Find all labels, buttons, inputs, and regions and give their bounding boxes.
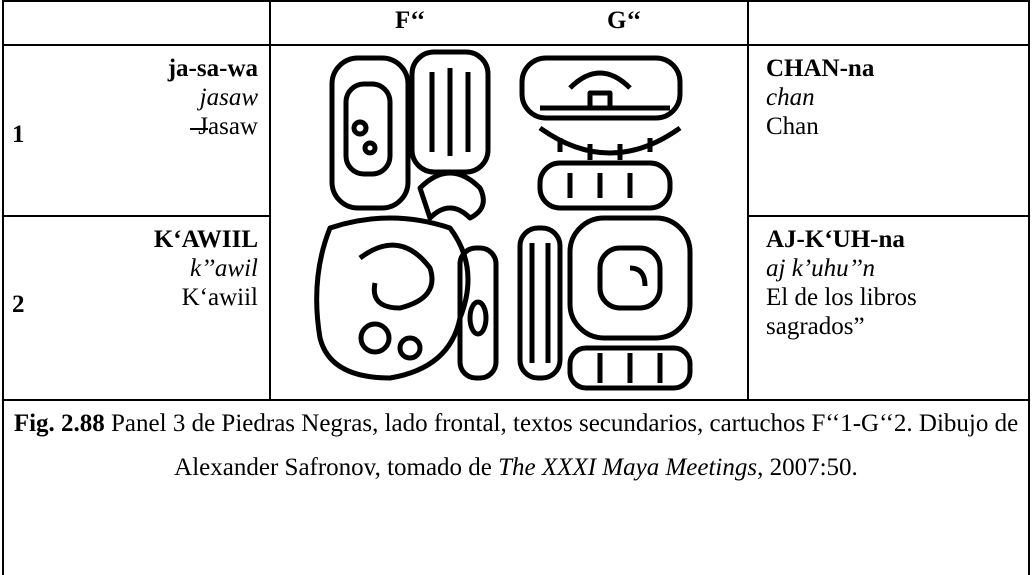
left-cell: ja-sa-wa jasaw Jasaw	[60, 54, 258, 141]
transliteration: CHAN-na	[766, 55, 875, 82]
translation: El de los libros sagrados”	[766, 284, 917, 340]
transliteration: AJ-K‘UH-na	[766, 226, 905, 253]
border	[747, 0, 749, 400]
caption: Fig. 2.88 Panel 3 de Piedras Negras, lad…	[4, 402, 1028, 490]
right-cell: CHAN-na chan Chan	[766, 54, 1016, 141]
border	[2, 44, 1030, 46]
column-header: F‘‘	[395, 7, 426, 34]
border	[2, 215, 270, 217]
translation: K‘awiil	[181, 284, 258, 311]
caption-label: Fig. 2.88	[13, 410, 105, 437]
transliteration: K‘AWIIL	[153, 226, 258, 253]
glyph-drawing	[314, 49, 693, 391]
row-number: 1	[12, 121, 25, 148]
caption-source: The XXXI Maya Meetings	[498, 454, 758, 481]
border	[2, 399, 1030, 401]
translation: Jasaw	[198, 113, 258, 140]
transcription: aj k’uhu’’n	[766, 255, 875, 282]
transliteration: ja-sa-wa	[167, 55, 258, 82]
transcription: k’’awil	[189, 255, 258, 282]
border	[269, 0, 271, 400]
transcription: chan	[766, 84, 815, 111]
caption-text: Panel 3 de Piedras Negras, lado frontal,…	[111, 410, 1019, 481]
caption-tail: , 2007:50.	[757, 454, 858, 481]
border	[2, 0, 4, 575]
row-number: 2	[12, 291, 25, 318]
translation: Chan	[766, 113, 819, 140]
border	[2, 0, 1030, 2]
column-header: G‘‘	[607, 7, 642, 34]
border	[1028, 0, 1030, 575]
border	[748, 215, 1030, 217]
right-cell: AJ-K‘UH-na aj k’uhu’’n El de los libros …	[766, 225, 1016, 341]
transcription: jasaw	[199, 84, 258, 111]
left-cell: K‘AWIIL k’’awil K‘awiil	[60, 225, 258, 312]
